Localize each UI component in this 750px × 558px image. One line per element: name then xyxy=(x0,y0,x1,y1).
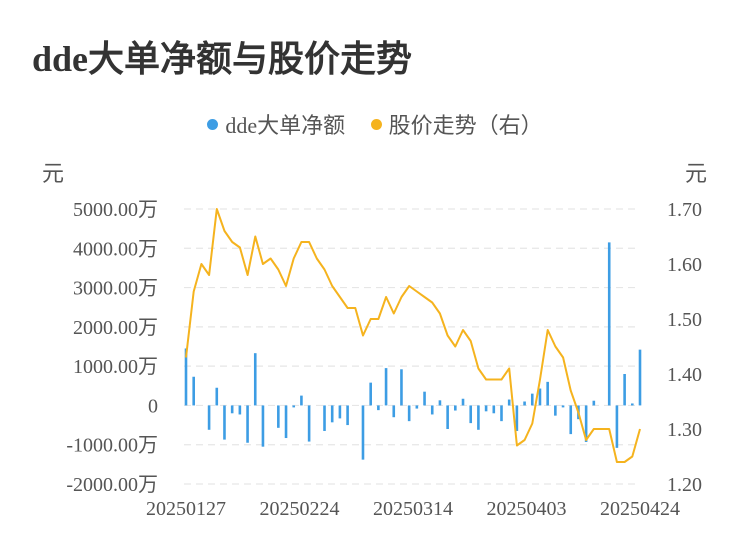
bar xyxy=(207,405,211,430)
bar xyxy=(592,400,596,406)
bar xyxy=(223,405,226,440)
y-left-tick-label: 1000.00万 xyxy=(73,356,158,378)
legend-item-dde[interactable]: dde大单净额 xyxy=(207,108,345,140)
bar xyxy=(584,405,588,442)
bar xyxy=(454,405,457,411)
bar xyxy=(530,393,534,406)
bar xyxy=(323,405,326,431)
bar xyxy=(446,405,449,429)
x-tick-label: 20250224 xyxy=(260,498,340,520)
bar xyxy=(546,381,549,406)
y-right-tick-label: 1.30 xyxy=(667,419,702,441)
legend: dde大单净额 股价走势（右） xyxy=(0,108,750,140)
bar xyxy=(623,374,626,406)
y-left-tick-label: -1000.00万 xyxy=(66,435,158,457)
bar xyxy=(561,405,565,408)
y-right-tick-label: 1.60 xyxy=(667,254,702,276)
bar xyxy=(569,405,573,435)
bar xyxy=(554,405,557,416)
price-line xyxy=(185,208,641,463)
y-right-tick-label: 1.20 xyxy=(667,474,702,496)
bar xyxy=(284,405,288,439)
bar xyxy=(638,349,642,406)
bar xyxy=(361,405,365,460)
bar xyxy=(338,405,342,419)
bar xyxy=(392,405,396,418)
y-left-tick-label: 5000.00万 xyxy=(73,199,158,221)
x-tick-label: 20250403 xyxy=(487,498,567,520)
legend-dot-dde-icon xyxy=(207,118,219,130)
bar xyxy=(507,399,511,406)
y-left-tick-label: 2000.00万 xyxy=(73,317,158,339)
bar xyxy=(415,405,419,409)
bar xyxy=(484,405,488,412)
bar xyxy=(230,405,234,414)
bar xyxy=(407,405,411,422)
bar xyxy=(631,403,634,406)
bar xyxy=(330,405,334,423)
chart-title: dde大单净额与股价走势 xyxy=(32,39,413,79)
y-right-tick-label: 1.50 xyxy=(667,309,702,331)
bar xyxy=(215,387,219,406)
x-tick-label: 20250314 xyxy=(373,498,453,520)
x-tick-label: 20250127 xyxy=(146,498,226,520)
y-left-tick-label: -2000.00万 xyxy=(66,474,158,496)
bar xyxy=(292,405,296,408)
bar xyxy=(438,400,442,406)
bar xyxy=(492,405,496,414)
bar xyxy=(523,401,526,406)
x-tick-label: 20250424 xyxy=(600,498,680,520)
y-left-tick-label: 3000.00万 xyxy=(73,278,158,300)
bar xyxy=(377,405,380,411)
bar xyxy=(515,405,519,431)
bar xyxy=(461,398,465,406)
bar xyxy=(253,353,257,406)
legend-label-price: 股价走势（右） xyxy=(388,113,543,138)
bar xyxy=(400,369,403,406)
y-right-tick-label: 1.70 xyxy=(667,199,702,221)
y-right-tick-label: 1.40 xyxy=(667,364,702,386)
bar xyxy=(615,405,619,448)
bar xyxy=(384,368,388,406)
legend-label-dde: dde大单净额 xyxy=(225,113,346,138)
bar xyxy=(369,382,372,406)
right-axis-unit: 元 xyxy=(685,161,708,186)
bar xyxy=(246,405,249,443)
bar xyxy=(500,405,503,422)
y-left-tick-label: 0 xyxy=(148,395,158,417)
bar xyxy=(469,405,473,424)
bar xyxy=(184,348,188,406)
bar xyxy=(238,405,242,415)
legend-dot-price-icon xyxy=(370,118,382,130)
bar xyxy=(538,388,542,406)
bar xyxy=(261,405,265,447)
bar xyxy=(423,391,426,406)
bar xyxy=(192,376,195,406)
bar xyxy=(307,405,311,442)
bar xyxy=(430,405,434,415)
bar xyxy=(300,395,303,406)
y-left-tick-label: 4000.00万 xyxy=(73,238,158,260)
legend-item-price[interactable]: 股价走势（右） xyxy=(370,108,543,140)
bar xyxy=(607,242,611,406)
left-axis-unit: 元 xyxy=(42,161,65,186)
bar xyxy=(477,405,480,430)
bar xyxy=(277,405,280,428)
bar xyxy=(346,405,349,426)
